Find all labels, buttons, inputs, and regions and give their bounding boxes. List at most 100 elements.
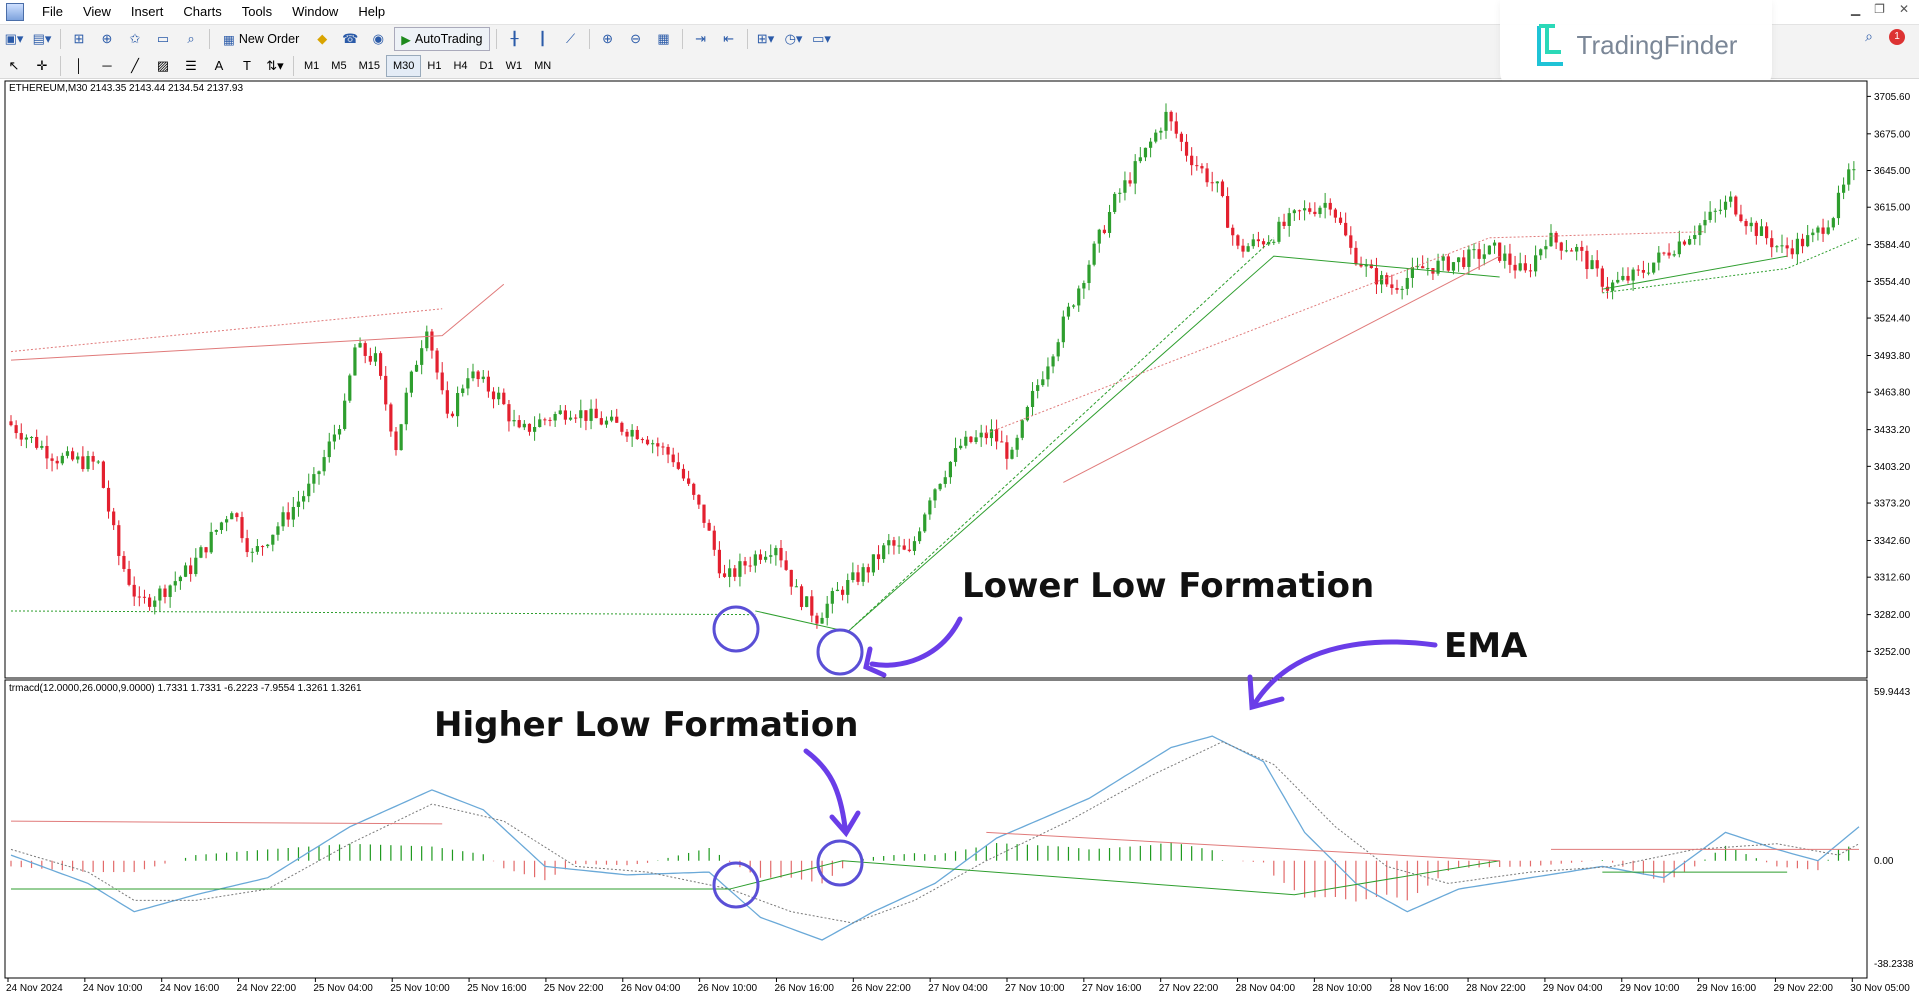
candle-body [815, 615, 819, 624]
candle-body [1580, 246, 1584, 251]
timeframe-w1[interactable]: W1 [505, 59, 523, 72]
candle-body [1616, 279, 1620, 283]
candle-body [1611, 282, 1615, 291]
candle-body [1113, 193, 1117, 212]
candle-body [543, 419, 547, 421]
candle-body [558, 410, 562, 415]
timeframe-m5[interactable]: M5 [331, 59, 347, 72]
candle-body [1646, 272, 1651, 274]
zoom-in-icon[interactable]: ⊕ [602, 31, 613, 46]
candle-body [1051, 356, 1055, 367]
market-watch-icon[interactable]: ⊞ [73, 31, 85, 46]
candle-body [948, 461, 952, 478]
candle-body [1179, 133, 1183, 142]
fibonacci-icon[interactable]: ☰ [185, 57, 197, 73]
candle-body [712, 530, 716, 550]
menu-window[interactable]: Window [292, 4, 339, 19]
time-tick-label: 28 Nov 16:00 [1389, 983, 1449, 994]
chart-shift-icon[interactable]: ⇤ [723, 31, 734, 46]
candle-body [548, 419, 552, 421]
timeframe-h4[interactable]: H4 [453, 59, 468, 72]
trendline-icon[interactable]: ╱ [131, 57, 139, 73]
text-label-icon[interactable]: T [243, 58, 251, 73]
indicators-icon[interactable]: ⊞▾ [756, 31, 775, 46]
autotrading-button[interactable]: ▶ AutoTrading [394, 27, 490, 51]
candle-body [820, 617, 824, 624]
timeframe-m15[interactable]: M15 [358, 59, 380, 72]
text-icon[interactable]: A [214, 58, 224, 73]
arrows-icon[interactable]: ⇅▾ [266, 57, 284, 73]
candle-body [1667, 252, 1671, 256]
auto-scroll-icon[interactable]: ⇥ [695, 31, 706, 46]
indicator-info: trmacd(12.0000,26.0000,9.0000) 1.7331 1.… [9, 683, 362, 694]
candle-body [1395, 288, 1399, 290]
candle-body [491, 391, 496, 400]
bar-chart-icon[interactable]: ╂ [510, 31, 519, 46]
candle-body [779, 547, 783, 561]
close-icon[interactable]: ✕ [1898, 2, 1909, 16]
notification-badge[interactable]: 1 [1889, 28, 1905, 45]
candle-body [1754, 222, 1758, 236]
menu-view[interactable]: View [82, 4, 111, 19]
profiles-icon[interactable]: ▤▾ [32, 31, 52, 46]
new-chart-icon[interactable]: ▣▾ [4, 31, 24, 46]
candle-body [1487, 245, 1491, 255]
candle-body [902, 545, 906, 550]
terminal-icon[interactable]: ▭ [156, 31, 170, 46]
vps-icon[interactable]: ◉ [372, 31, 384, 46]
candle-body [774, 547, 778, 556]
horizontal-line-icon[interactable]: ─ [102, 58, 112, 73]
chart-canvas[interactable]: ETHEREUM,M30 2143.35 2143.44 2134.54 213… [0, 79, 1919, 996]
timeframe-d1[interactable]: D1 [479, 59, 494, 72]
candle-body [250, 551, 254, 553]
search-icon[interactable]: ⌕ [1865, 28, 1873, 44]
timeframe-m30[interactable]: M30 [385, 54, 422, 77]
candle-body [142, 596, 147, 598]
timeframe-m1[interactable]: M1 [304, 59, 320, 72]
line-chart-icon[interactable]: ⟋ [565, 31, 576, 46]
menu-insert[interactable]: Insert [130, 4, 164, 19]
candle-body [666, 446, 670, 455]
candle-body [1539, 249, 1543, 256]
candle-body [568, 417, 573, 420]
new-order-button[interactable]: ▦ New Order [216, 27, 306, 51]
templates-icon[interactable]: ▭▾ [812, 31, 831, 46]
candle-body [1626, 275, 1630, 281]
cursor-icon[interactable]: ↖ [8, 57, 20, 73]
crosshair-icon[interactable]: ✛ [36, 57, 48, 73]
candlestick-icon[interactable]: ┃ [538, 31, 547, 46]
restore-icon[interactable]: ❐ [1874, 2, 1885, 16]
data-window-icon[interactable]: ⊕ [101, 31, 113, 46]
candle-body [1821, 227, 1825, 234]
candle-body [1508, 253, 1512, 265]
timeframe-mn[interactable]: MN [534, 59, 552, 72]
metaeditor-icon[interactable]: ◆ [317, 31, 328, 46]
candle-body [1102, 229, 1106, 233]
signals-icon[interactable]: ☎ [342, 31, 359, 46]
candle-body [933, 489, 937, 501]
candle-body [1297, 210, 1302, 212]
periods-icon[interactable]: ◷▾ [784, 31, 803, 46]
menu-tools[interactable]: Tools [241, 4, 273, 19]
timeframe-h1[interactable]: H1 [427, 59, 442, 72]
candle-body [1200, 166, 1204, 169]
menu-charts[interactable]: Charts [183, 4, 222, 19]
zoom-out-icon[interactable]: ⊖ [630, 31, 641, 46]
price-panel[interactable] [4, 80, 1868, 679]
channel-icon[interactable]: ▨ [156, 57, 170, 73]
candle-body [599, 418, 603, 425]
menu-file[interactable]: File [42, 4, 63, 19]
chart-window[interactable]: ETHEREUM,M30 2143.35 2143.44 2134.54 213… [0, 79, 1919, 996]
candle-body [106, 487, 111, 512]
vertical-line-icon[interactable]: │ [74, 58, 84, 73]
indicator-panel[interactable] [4, 679, 1868, 979]
menu-help[interactable]: Help [358, 4, 386, 19]
candle-body [846, 580, 850, 595]
minimize-icon[interactable]: ▁ [1850, 2, 1861, 16]
candle-body [989, 429, 994, 439]
navigator-icon[interactable]: ✩ [129, 31, 141, 46]
tile-windows-icon[interactable]: ▦ [657, 31, 670, 46]
strategy-tester-icon[interactable]: ⌕ [187, 31, 195, 46]
price-tick-label: 3615.00 [1874, 203, 1911, 214]
candle-body [1415, 266, 1420, 268]
